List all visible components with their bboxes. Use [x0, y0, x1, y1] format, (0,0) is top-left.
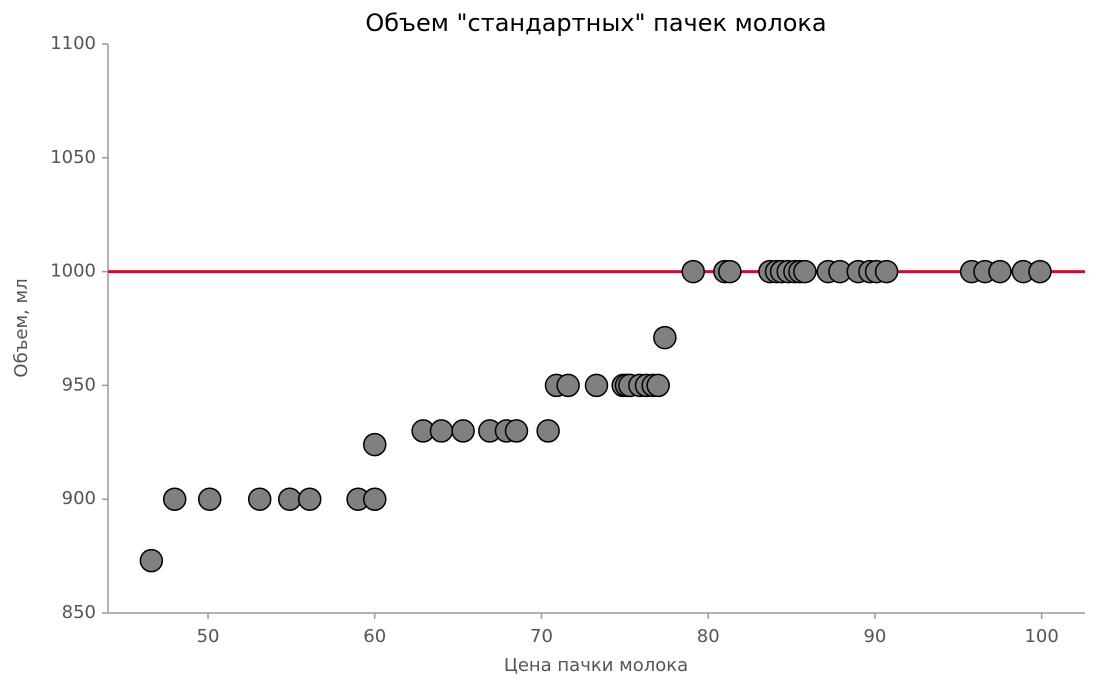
x-tick-label: 90: [863, 626, 886, 647]
x-tick-label: 70: [530, 626, 553, 647]
scatter-point: [277, 487, 302, 511]
scatter-point: [653, 325, 677, 350]
y-tick-label: 1000: [50, 261, 96, 282]
scatter-point: [197, 487, 222, 511]
scatter-point: [874, 259, 899, 284]
y-axis-label: Объем, мл: [11, 278, 32, 377]
x-tick-label: 80: [697, 626, 720, 647]
scatter-point: [297, 487, 322, 511]
scatter-point: [247, 487, 272, 511]
y-tick-label: 850: [62, 602, 96, 623]
y-tick-label: 1100: [50, 33, 96, 54]
x-tick-label: 100: [1024, 626, 1058, 647]
x-axis-label: Цена пачки молока: [504, 655, 688, 676]
scatter-point: [718, 259, 742, 284]
scatter-point: [429, 419, 454, 443]
scatter-point: [988, 259, 1012, 284]
scatter-point: [556, 373, 580, 398]
scatter-point: [536, 419, 560, 443]
scatter-point: [1028, 259, 1052, 284]
scatter-point: [451, 419, 475, 443]
scatter-point: [162, 487, 187, 511]
y-tick-label: 1050: [50, 147, 96, 168]
scatter-point: [139, 548, 164, 573]
scatter-point: [363, 487, 387, 511]
chart-title: Объем "стандартных" пачек молока: [365, 9, 826, 37]
scatter-point: [681, 259, 705, 284]
y-tick-label: 950: [62, 374, 96, 395]
x-tick-label: 60: [363, 626, 386, 647]
scatter-point: [793, 259, 817, 284]
scatter-point: [646, 373, 670, 398]
scatter-point: [504, 419, 529, 443]
scatter-point: [363, 432, 387, 457]
y-tick-label: 900: [62, 488, 96, 509]
scatter-point: [584, 373, 609, 398]
x-tick-label: 50: [197, 626, 220, 647]
